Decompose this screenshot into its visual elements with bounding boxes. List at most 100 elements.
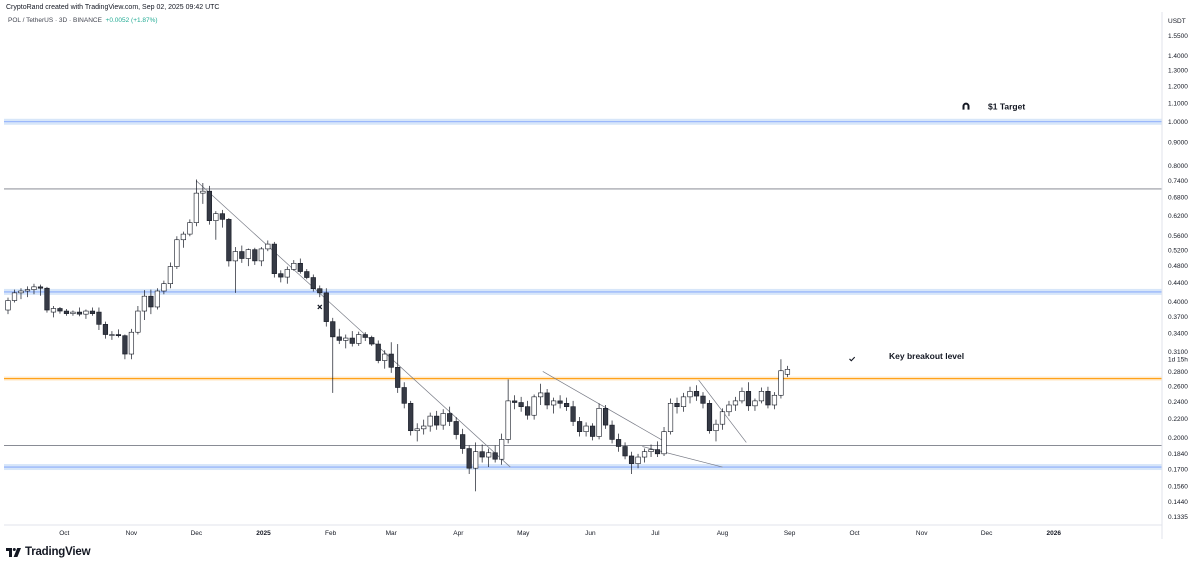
check-icon: [849, 356, 856, 362]
candle-body-down: [460, 434, 466, 449]
time-axis-label: Dec: [981, 530, 993, 537]
candle-body-down: [102, 324, 109, 335]
candle: [135, 305, 141, 335]
candle-body-down: [395, 367, 401, 388]
price-axis[interactable]: 1.5500 1.4000 1.3000 1.2000 1.1000 1.0000 0.90…: [1168, 33, 1188, 521]
candle-body-up: [245, 249, 251, 259]
candle: [213, 211, 219, 240]
price-axis-label: 0.4400: [1168, 280, 1188, 287]
candle-body-down: [349, 337, 355, 344]
candle: [50, 305, 57, 318]
candle: [421, 419, 427, 435]
candle-body-up: [174, 239, 180, 267]
price-axis-label: 0.2400: [1168, 399, 1188, 406]
candle: [291, 260, 297, 271]
candle-body-up: [187, 222, 193, 235]
candle: [700, 392, 706, 409]
time-axis-label: Dec: [191, 530, 203, 537]
candle-body-up: [778, 370, 784, 396]
countdown-label: 1d 15h: [1168, 356, 1188, 363]
candle-body-down: [239, 251, 245, 259]
candle: [258, 247, 264, 267]
candle-body-up: [5, 300, 11, 311]
candle: [440, 409, 446, 430]
candle: [466, 445, 472, 475]
candle-body-up: [213, 213, 219, 221]
candle-body-down: [44, 287, 50, 311]
candle-body-down: [219, 213, 225, 220]
candle-body-up: [784, 369, 791, 375]
candle: [713, 419, 719, 442]
tradingview-wordmark: TradingView: [25, 546, 91, 558]
candle: [96, 307, 102, 330]
candle-body-down: [544, 392, 550, 406]
price-axis-label: 0.4000: [1168, 299, 1188, 306]
candle-body-up: [641, 451, 648, 458]
candle-body-down: [304, 271, 310, 278]
candle: [63, 308, 70, 316]
candle-body-up: [713, 423, 719, 432]
candle: [745, 382, 752, 411]
time-axis[interactable]: Oct Nov Dec 2025 Feb Mar Apr May Jun Jul Aug Sep Oct…: [59, 530, 1061, 537]
candle-body-down: [622, 446, 628, 457]
candle-body-down: [512, 400, 518, 403]
candle: [752, 398, 758, 411]
candle: [693, 385, 700, 401]
candle: [531, 394, 537, 420]
candle-body-up: [486, 452, 492, 458]
candle: [369, 335, 375, 346]
price-axis-label: 0.2600: [1168, 383, 1188, 390]
candle-body-up: [667, 403, 674, 432]
candle-body-up: [193, 192, 199, 223]
candle: [44, 286, 50, 313]
candle: [304, 269, 310, 280]
candle-body-down: [706, 403, 713, 432]
candle: [70, 310, 76, 316]
candle: [141, 290, 148, 320]
candle-body-down: [317, 288, 323, 294]
candle: [167, 262, 173, 289]
candle: [602, 404, 609, 429]
chart-attribution: CryptoRand created with TradingView.com,…: [6, 4, 220, 11]
candle: [239, 245, 245, 263]
candle-body-down: [563, 403, 570, 407]
candle: [271, 241, 277, 278]
candle: [232, 247, 238, 293]
candle-body-down: [362, 334, 368, 338]
candle-body-up: [18, 290, 24, 294]
candle: [148, 289, 154, 315]
symbol-name[interactable]: POL / TetherUS · 3D · BINANCE: [8, 17, 102, 24]
candle-body-down: [628, 455, 635, 464]
candle: [570, 400, 576, 427]
candle-body-down: [693, 391, 700, 397]
tradingview-brand[interactable]: TradingView: [6, 546, 91, 558]
cross-icon: [317, 304, 323, 310]
candle-body-down: [336, 336, 342, 341]
candle: [265, 240, 271, 252]
time-axis-label: Sep: [784, 530, 796, 537]
candle-body-down: [466, 448, 472, 469]
candle: [31, 283, 37, 295]
candle-body-down: [122, 335, 128, 355]
candle-body-up: [531, 396, 537, 416]
candle: [739, 387, 745, 404]
candle-body-up: [499, 439, 505, 460]
candle: [499, 433, 505, 465]
candle-body-up: [726, 404, 732, 413]
candle-body-up: [356, 334, 362, 344]
candle: [512, 395, 518, 410]
candle: [667, 398, 674, 435]
time-axis-label: 2026: [1047, 530, 1062, 537]
candle-body-down: [674, 403, 680, 407]
candle-body-down: [252, 249, 258, 262]
candle-body-down: [96, 311, 102, 325]
candle: [414, 423, 420, 442]
candle-body-down: [492, 452, 498, 460]
candle: [76, 307, 83, 317]
candle-body-up: [687, 391, 693, 398]
candle: [115, 329, 122, 338]
candle-body-up: [661, 431, 667, 455]
candle-body-down: [206, 190, 212, 221]
candle-body-down: [765, 391, 771, 406]
